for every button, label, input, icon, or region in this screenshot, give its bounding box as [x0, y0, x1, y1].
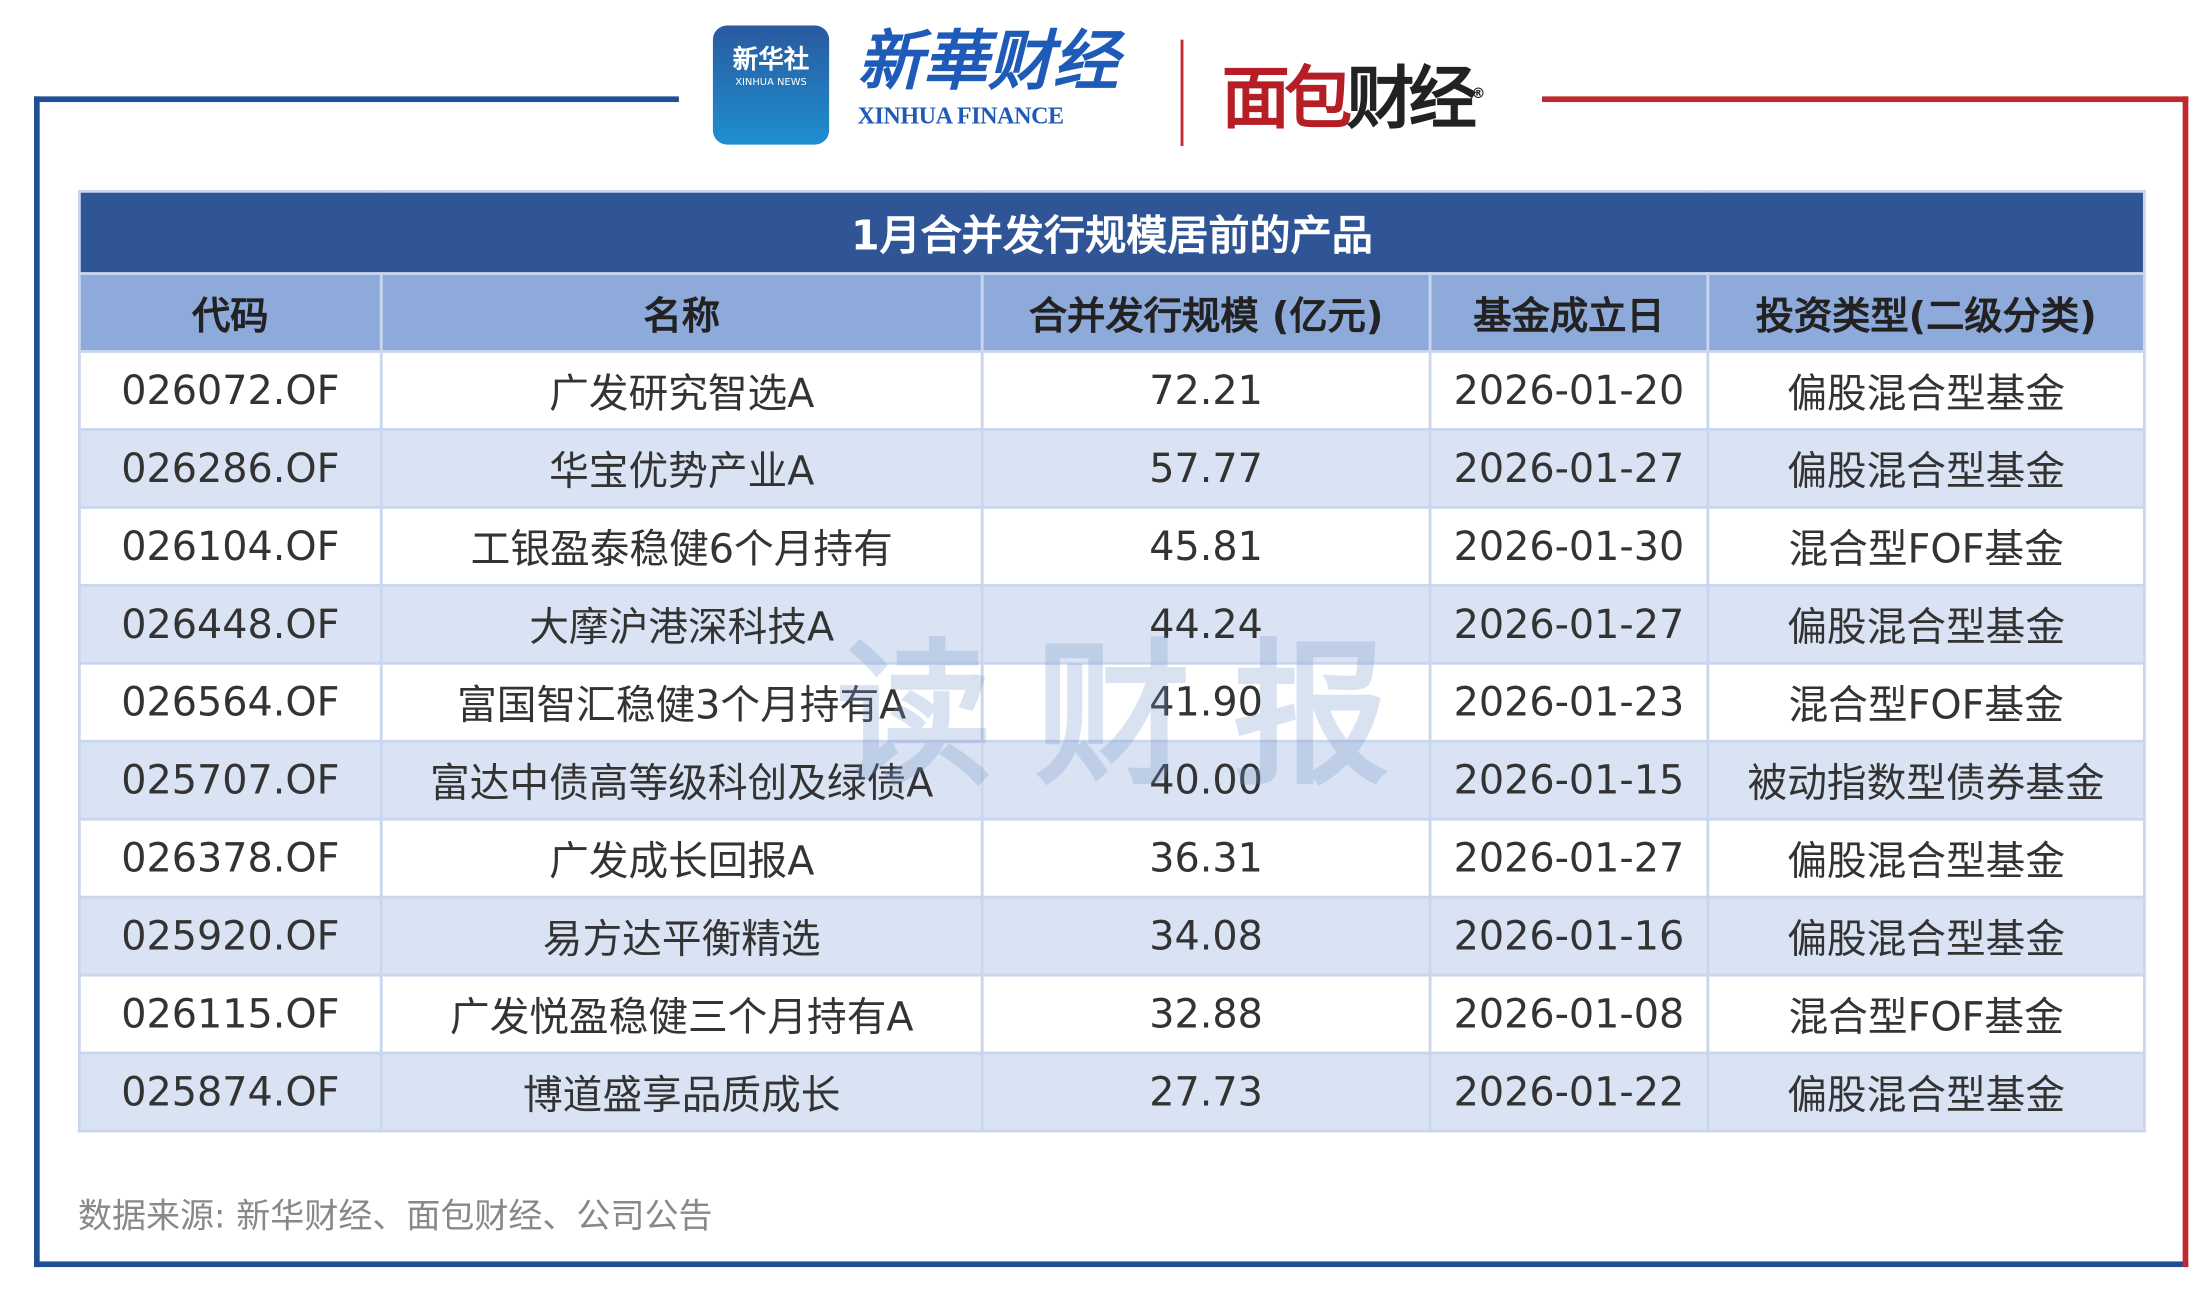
table-cell: 混合型FOF基金	[1706, 505, 2146, 587]
table-header-row: 代码 名称 合并发行规模 (亿元) 基金成立日 投资类型(二级分类)	[77, 272, 2146, 353]
table-cell: 偏股混合型基金	[1706, 583, 2146, 665]
table-row: 026564.OF 富国智汇稳健3个月持有A 41.90 2026-01-23 混合型F…	[77, 661, 2146, 743]
table-cell: 被动指数型债券基金	[1706, 739, 2146, 821]
table-cell: 026072.OF	[77, 350, 383, 431]
table-cell: 偏股混合型基金	[1706, 817, 2146, 899]
table-cell: 易方达平衡精选	[379, 895, 984, 977]
table-cell: 36.31	[980, 817, 1432, 899]
table-cell: 2026-01-16	[1428, 895, 1710, 977]
table-cell: 025874.OF	[77, 1051, 383, 1133]
table-body: 026072.OF 广发研究智选A 72.21 2026-01-20 偏股混合型基金 02…	[77, 350, 2146, 1133]
table-cell: 广发悦盈稳健三个月持有A	[379, 973, 984, 1055]
table-cell: 2026-01-27	[1428, 817, 1710, 899]
table-cell: 工银盈泰稳健6个月持有	[379, 505, 984, 587]
table-cell: 44.24	[980, 583, 1432, 665]
column-header: 合并发行规模 (亿元)	[980, 272, 1432, 353]
xinhua-finance-logo-en: XINHUA FINANCE	[857, 102, 1064, 129]
table-cell: 025707.OF	[77, 739, 383, 821]
frame-top-left	[34, 96, 679, 103]
table-cell: 大摩沪港深科技A	[379, 583, 984, 665]
xinhua-news-logo: 新华社 XINHUA NEWS	[712, 25, 830, 145]
table-row: 026115.OF 广发悦盈稳健三个月持有A 32.88 2026-01-08 混合型F…	[77, 973, 2146, 1055]
table-cell: 博道盛享品质成长	[379, 1051, 984, 1133]
column-header: 基金成立日	[1428, 272, 1710, 353]
table-cell: 混合型FOF基金	[1706, 661, 2146, 743]
table-cell: 偏股混合型基金	[1706, 1051, 2146, 1133]
table-cell: 57.77	[980, 428, 1432, 509]
table-cell: 025920.OF	[77, 895, 383, 977]
table-cell: 混合型FOF基金	[1706, 973, 2146, 1055]
table-row: 026072.OF 广发研究智选A 72.21 2026-01-20 偏股混合型基金	[77, 350, 2146, 431]
table-cell: 偏股混合型基金	[1706, 350, 2146, 431]
table-cell: 026564.OF	[77, 661, 383, 743]
table-cell: 32.88	[980, 973, 1432, 1055]
table-cell: 广发研究智选A	[379, 350, 984, 431]
table-cell: 2026-01-27	[1428, 583, 1710, 665]
table-cell: 026104.OF	[77, 505, 383, 587]
table-row: 026448.OF 大摩沪港深科技A 44.24 2026-01-27 偏股混合型基金	[77, 583, 2146, 665]
table-cell: 45.81	[980, 505, 1432, 587]
table-cell: 2026-01-27	[1428, 428, 1710, 509]
table-row: 025920.OF 易方达平衡精选 34.08 2026-01-16 偏股混合型基金	[77, 895, 2146, 977]
table-cell: 偏股混合型基金	[1706, 895, 2146, 977]
source-note: 数据来源: 新华财经、面包财经、公司公告	[77, 1196, 713, 1236]
frame-bottom	[34, 1261, 2189, 1268]
table-row: 026104.OF 工银盈泰稳健6个月持有 45.81 2026-01-30 混合型FO…	[77, 505, 2146, 587]
table-cell: 72.21	[980, 350, 1432, 431]
mianbao-logo-part: 财经	[1346, 59, 1476, 139]
table-row: 026286.OF 华宝优势产业A 57.77 2026-01-27 偏股混合型基金	[77, 428, 2146, 509]
table-cell: 34.08	[980, 895, 1432, 977]
table-cell: 2026-01-08	[1428, 973, 1710, 1055]
column-header: 投资类型(二级分类)	[1706, 272, 2146, 353]
table-cell: 2026-01-22	[1428, 1051, 1710, 1133]
frame-right	[2182, 96, 2189, 1268]
table-cell: 026448.OF	[77, 583, 383, 665]
logo-divider	[1180, 39, 1184, 146]
column-header: 代码	[77, 272, 383, 353]
table-cell: 27.73	[980, 1051, 1432, 1133]
xinhua-finance-logo: 新華财经 XINHUA FINANCE	[857, 20, 1140, 131]
table-cell: 富国智汇稳健3个月持有A	[379, 661, 984, 743]
xinhua-news-logo-cn: 新华社	[732, 45, 810, 76]
table-cell: 广发成长回报A	[379, 817, 984, 899]
fund-table: 1月合并发行规模居前的产品 代码 名称 合并发行规模 (亿元) 基金成立日 投资类型(二…	[77, 189, 2146, 1133]
table-cell: 富达中债高等级科创及绿债A	[379, 739, 984, 821]
table-cell: 026115.OF	[77, 973, 383, 1055]
registered-mark: ®	[1471, 86, 1486, 103]
table-cell: 40.00	[980, 739, 1432, 821]
table-cell: 41.90	[980, 661, 1432, 743]
table-cell: 偏股混合型基金	[1706, 428, 2146, 509]
table-cell: 026378.OF	[77, 817, 383, 899]
table-cell: 2026-01-30	[1428, 505, 1710, 587]
table-row: 025707.OF 富达中债高等级科创及绿债A 40.00 2026-01-15 被动指…	[77, 739, 2146, 821]
xinhua-finance-logo-cn: 新華财经	[857, 22, 1119, 100]
frame-left	[34, 96, 40, 1268]
table-cell: 2026-01-20	[1428, 350, 1710, 431]
table-cell: 026286.OF	[77, 428, 383, 509]
column-header: 名称	[379, 272, 984, 353]
table-cell: 2026-01-23	[1428, 661, 1710, 743]
table-cell: 华宝优势产业A	[379, 428, 984, 509]
mianbao-finance-logo: 面包财经®	[1222, 43, 1486, 142]
table-row: 026378.OF 广发成长回报A 36.31 2026-01-27 偏股混合型基金	[77, 817, 2146, 899]
mianbao-logo-part: 面包	[1221, 59, 1352, 139]
frame-top-right	[1542, 96, 2189, 103]
table-title: 1月合并发行规模居前的产品	[77, 189, 2146, 275]
table-row: 025874.OF 博道盛享品质成长 27.73 2026-01-22 偏股混合型基金	[77, 1051, 2146, 1133]
xinhua-news-logo-en: XINHUA NEWS	[735, 76, 807, 88]
table-cell: 2026-01-15	[1428, 739, 1710, 821]
